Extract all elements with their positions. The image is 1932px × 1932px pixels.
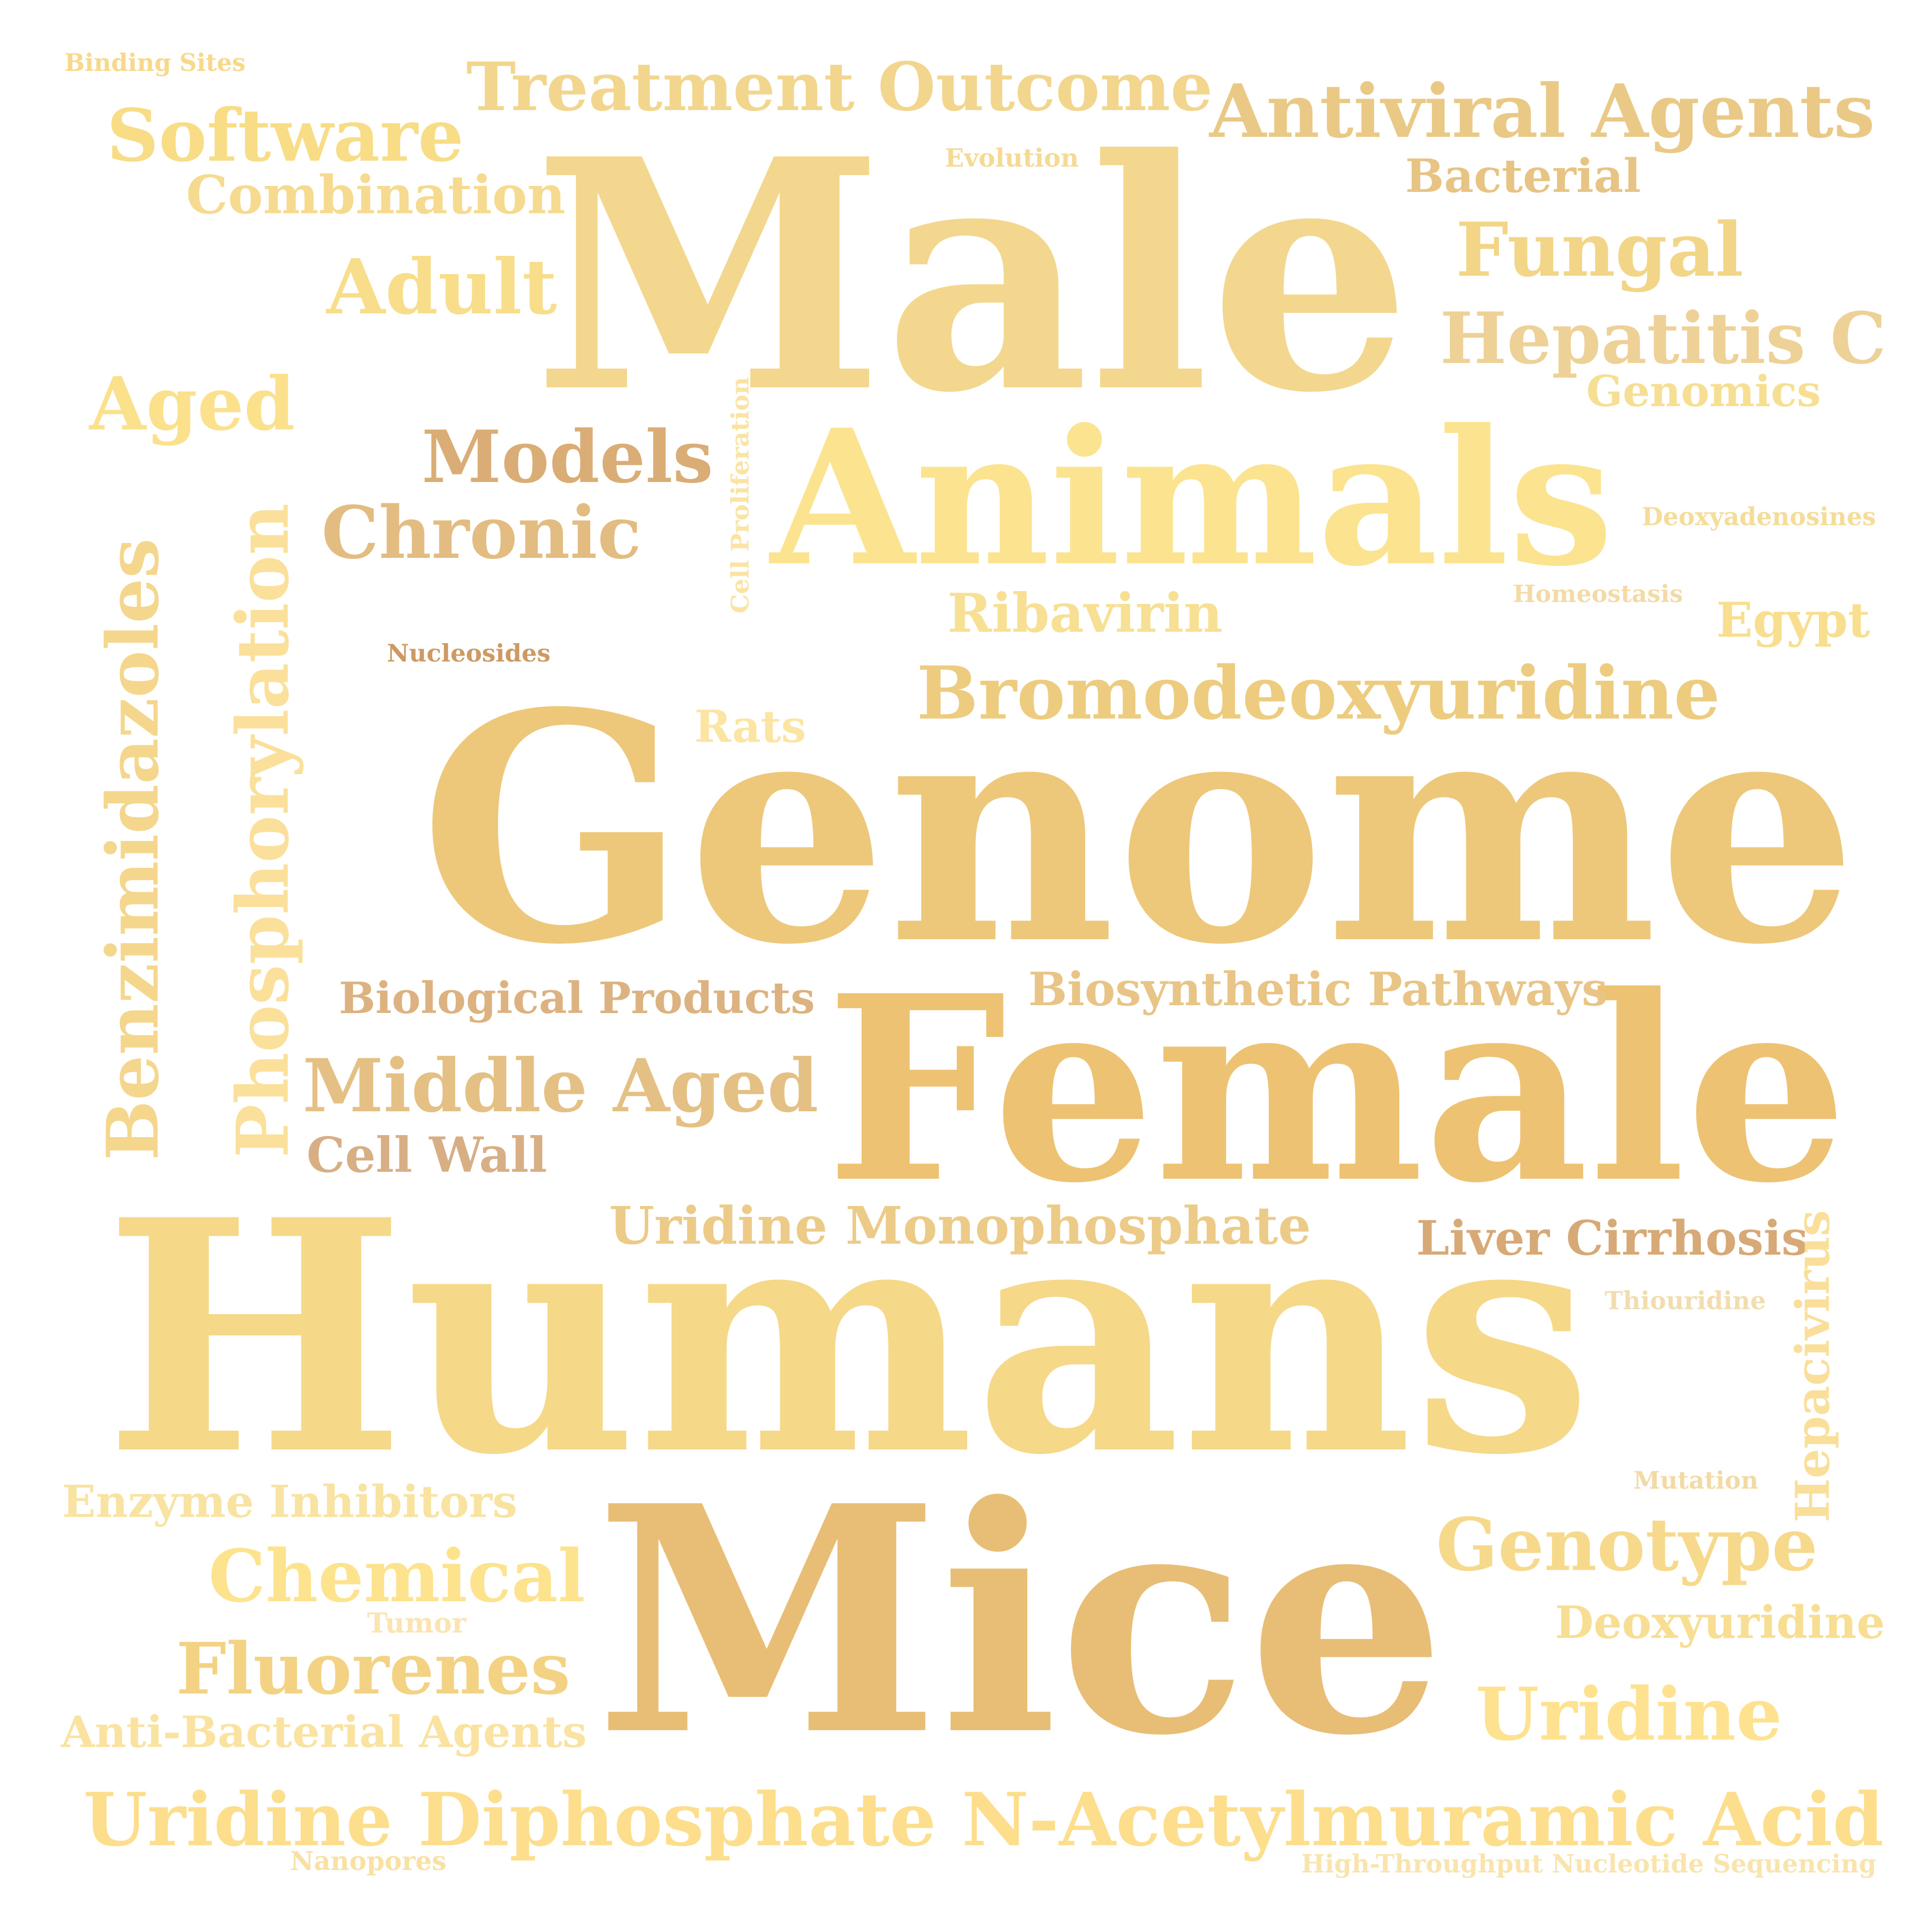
word-antiviral-agents: Antiviral Agents	[1209, 68, 1875, 155]
word-animals: Animals	[770, 389, 1614, 608]
word-treatment-outcome: Treatment Outcome	[466, 47, 1213, 126]
word-nanopores: Nanopores	[290, 1846, 446, 1876]
word-chemical: Chemical	[208, 1534, 585, 1619]
word-nucleosides: Nucleosides	[387, 639, 551, 668]
word-uridine: Uridine	[1476, 1672, 1782, 1757]
word-high-throughput-nucleotide-sequencing: High-Throughput Nucleotide Sequencing	[1301, 1849, 1876, 1878]
word-models: Models	[422, 415, 713, 499]
word-deoxyadenosines: Deoxyadenosines	[1642, 502, 1876, 531]
word-chronic: Chronic	[321, 490, 641, 576]
word-rats: Rats	[694, 700, 806, 753]
word-deoxyuridine: Deoxyuridine	[1555, 1596, 1885, 1649]
word-ribavirin: Ribavirin	[947, 582, 1223, 645]
word-homeostasis: Homeostasis	[1513, 580, 1683, 608]
word-anti-bacterial-agents: Anti-Bacterial Agents	[61, 1706, 587, 1757]
word-genomics: Genomics	[1586, 366, 1821, 417]
word-enzyme-inhibitors: Enzyme Inhibitors	[62, 1475, 517, 1528]
word-biosynthetic-pathways: Biosynthetic Pathways	[1028, 962, 1608, 1017]
word-mutation: Mutation	[1633, 1466, 1758, 1495]
word-middle-aged: Middle Aged	[303, 1043, 818, 1129]
word-egypt: Egypt	[1716, 591, 1870, 648]
word-software: Software	[107, 94, 464, 179]
word-adult: Adult	[326, 242, 557, 332]
word-hepatitis-c: Hepatitis C	[1440, 297, 1886, 380]
word-mice: Mice	[595, 1439, 1446, 1805]
word-bromodeoxyuridine: Bromodeoxyuridine	[917, 650, 1720, 736]
word-thiouridine: Thiouridine	[1605, 1286, 1766, 1316]
word-combination: Combination	[186, 164, 565, 226]
word-uridine-diphosphate-n-acetylmuramic-acid: Uridine Diphosphate N-Acetylmuramic Acid	[83, 1776, 1884, 1863]
word-phosphorylation: Phosphorylation	[221, 503, 305, 1158]
word-binding-sites: Binding Sites	[64, 49, 246, 77]
word-hepacivirus: Hepacivirus	[1785, 1210, 1840, 1522]
word-cell-proliferation: Cell Proliferation	[725, 377, 754, 613]
word-fungal: Fungal	[1456, 206, 1744, 294]
word-fluorenes: Fluorenes	[176, 1627, 570, 1710]
word-benzimidazoles: Benzimidazoles	[90, 538, 175, 1160]
word-evolution: Evolution	[945, 143, 1079, 173]
word-genome: Genome	[419, 644, 1858, 1014]
word-male: Male	[533, 90, 1411, 463]
word-biological-products: Biological Products	[339, 972, 815, 1024]
word-genotype: Genotype	[1436, 1502, 1818, 1587]
word-aged: Aged	[89, 361, 295, 447]
word-tumor: Tumor	[367, 1606, 466, 1639]
word-female: Female	[826, 940, 1848, 1239]
word-cell-wall: Cell Wall	[307, 1127, 547, 1184]
word-bacterial: Bacterial	[1405, 148, 1641, 203]
word-uridine-monophosphate: Uridine Monophosphate	[609, 1195, 1311, 1257]
word-liver-cirrhosis: Liver Cirrhosis	[1416, 1210, 1808, 1266]
word-humans: Humans	[104, 1150, 1592, 1525]
